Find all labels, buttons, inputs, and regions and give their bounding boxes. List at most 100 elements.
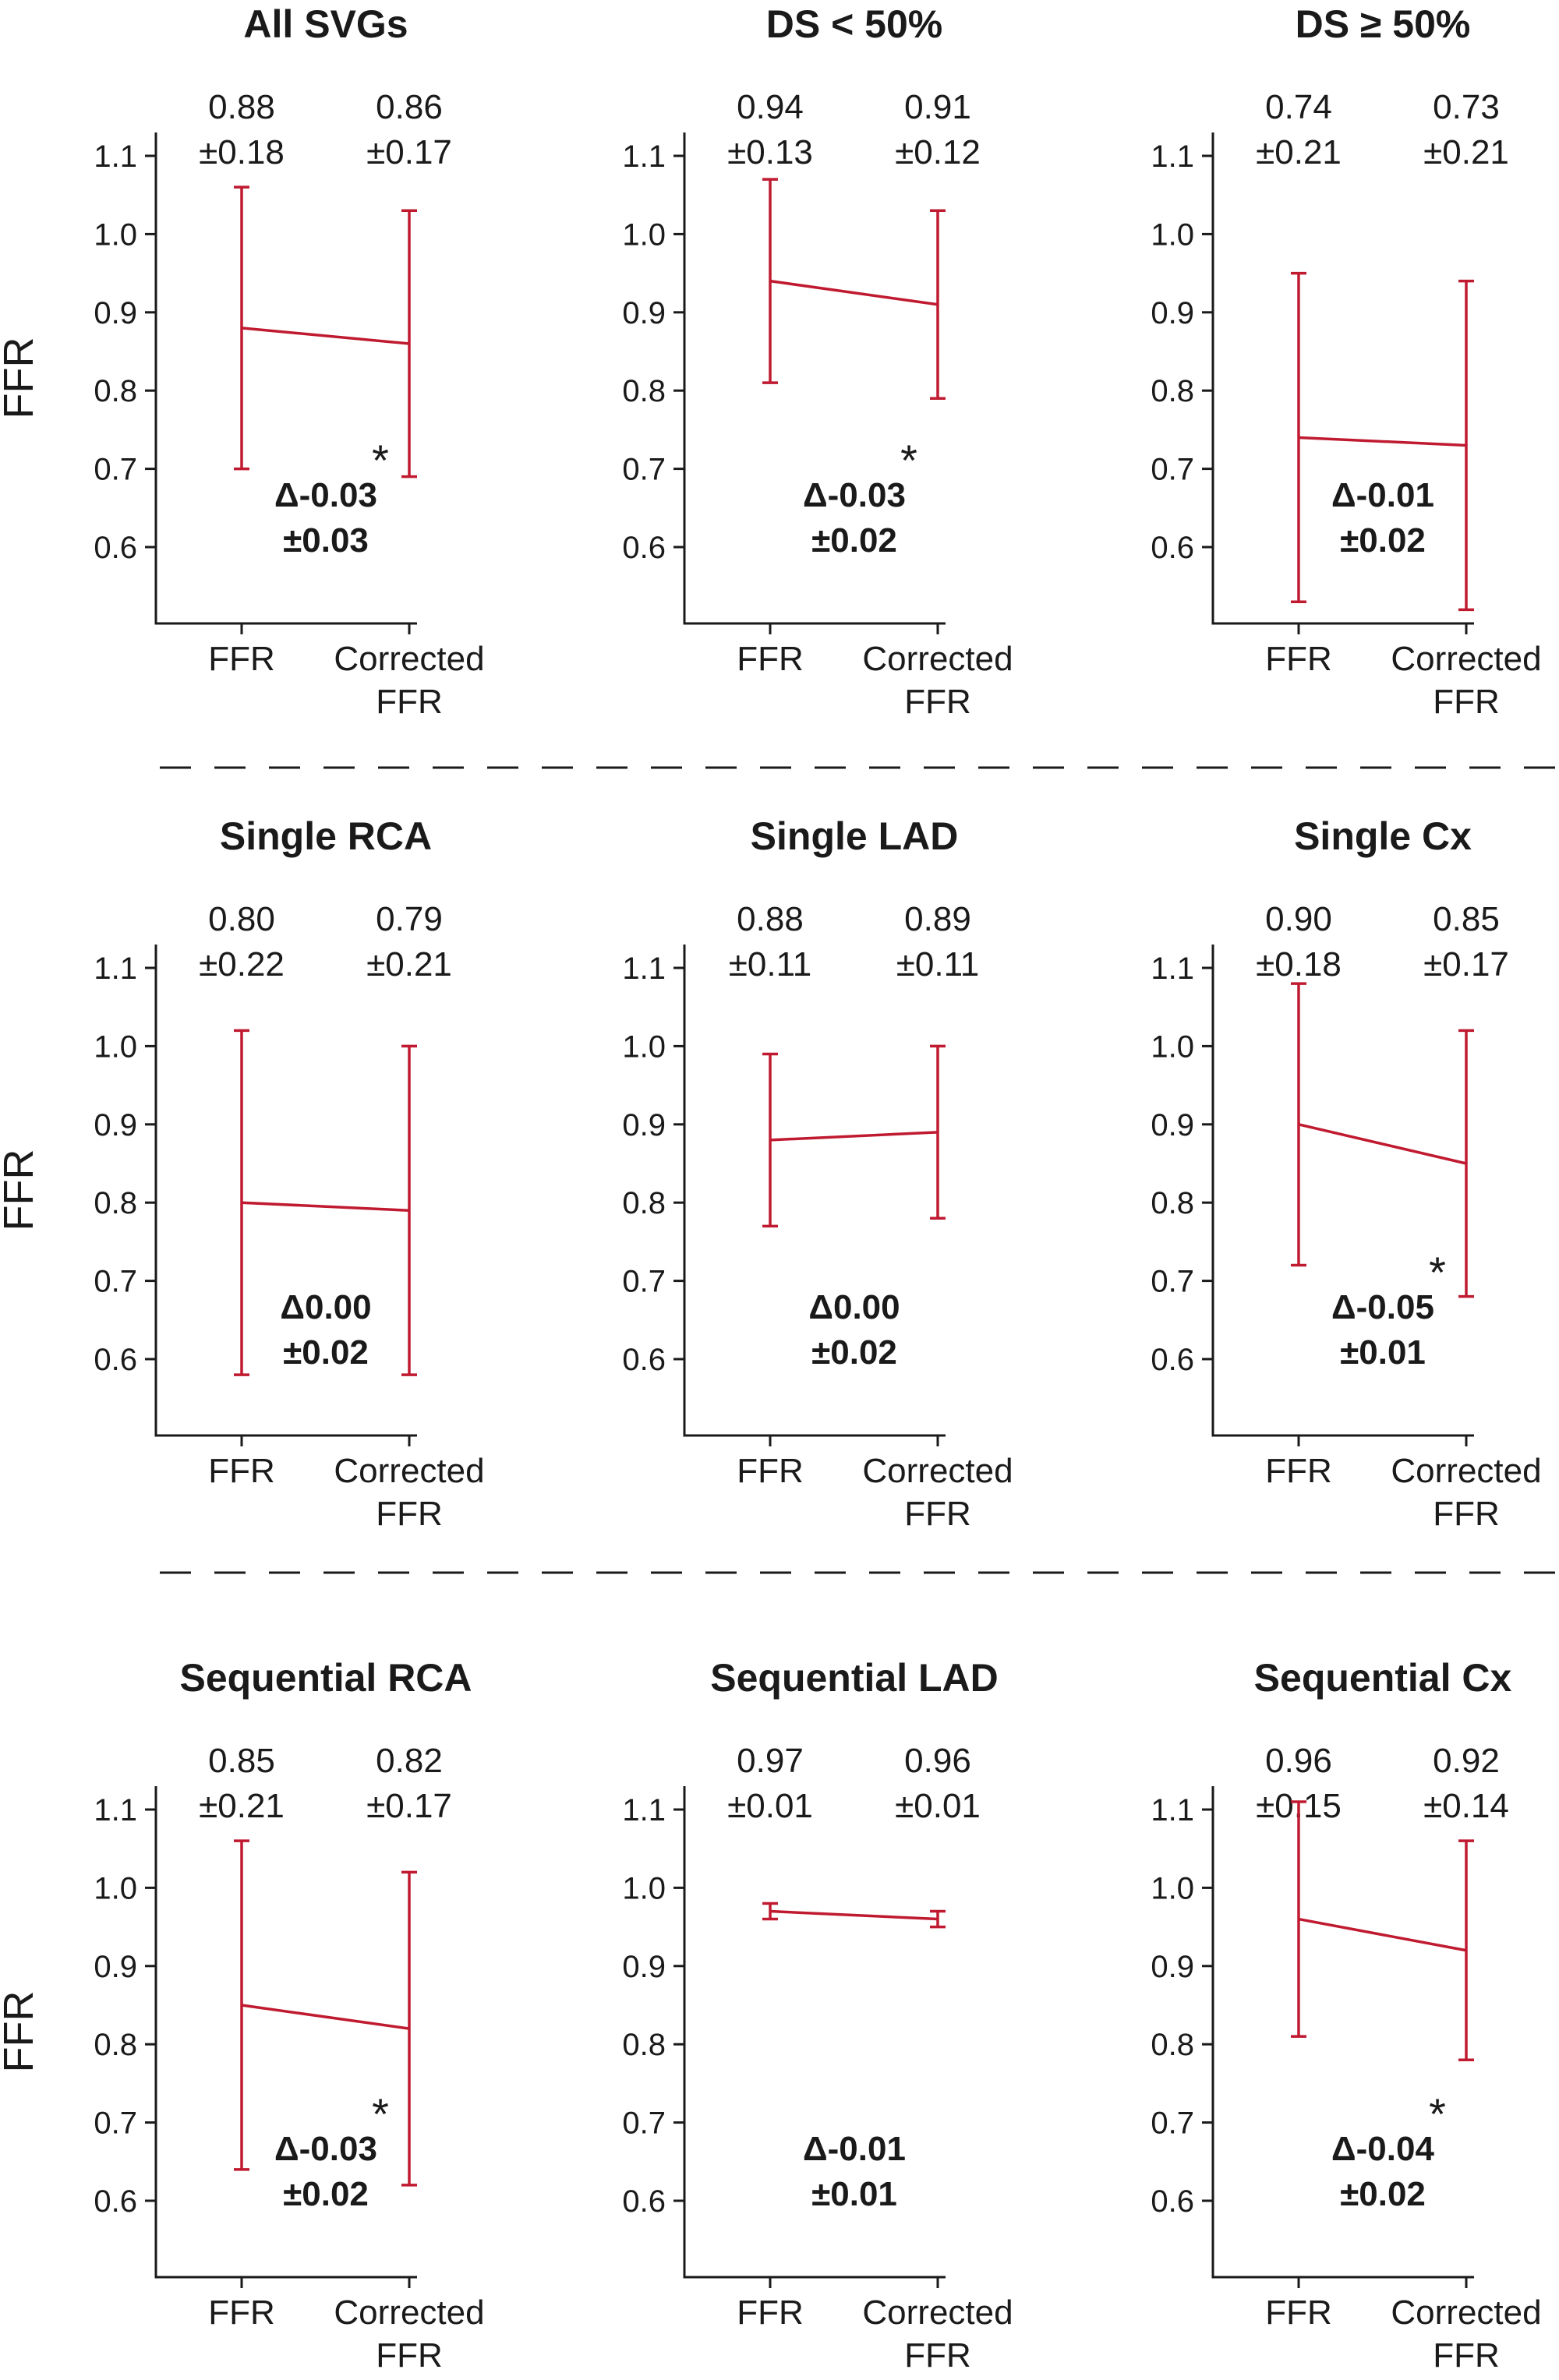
chart-title: Sequential RCA <box>179 1656 472 1700</box>
x-tick-label: Corrected FFR <box>334 2293 484 2375</box>
x-tick-label: Corrected FFR <box>862 1452 1013 1533</box>
y-tick-label: 0.6 <box>1151 2184 1194 2219</box>
mean-label: 0.96 <box>904 1742 971 1780</box>
chart-panel: DS < 50% 0.6 0.7 0.8 0.9 1.0 1.1 FFR Corrected FF… <box>622 2 1013 721</box>
x-tick-label-line: Corrected <box>334 2293 484 2332</box>
mean-label: 0.85 <box>208 1742 275 1780</box>
y-tick-label: 1.1 <box>622 139 666 174</box>
mean-line <box>1298 1917 1467 1952</box>
y-tick-label: 0.9 <box>1151 296 1194 330</box>
y-axis-label: FFR <box>0 1149 42 1231</box>
y-tick-label: 1.1 <box>1151 952 1194 986</box>
delta-label: Δ0.00 <box>280 1288 371 1326</box>
delta-sd-label: ±0.02 <box>283 2175 369 2213</box>
y-tick-label: 0.6 <box>622 2184 666 2219</box>
sd-label: ±0.18 <box>1256 945 1342 983</box>
x-tick-label: FFR <box>737 1452 804 1490</box>
x-tick-label-line: FFR <box>376 1495 443 1533</box>
mean-line <box>769 1909 939 1921</box>
y-tick-label: 0.8 <box>94 1186 137 1220</box>
y-tick-label: 1.0 <box>1151 217 1194 252</box>
x-tick-label-line: FFR <box>904 2336 971 2375</box>
mean-label: 0.79 <box>376 900 443 938</box>
y-tick-label: 0.7 <box>622 2106 666 2141</box>
y-tick-label: 0.7 <box>622 453 666 487</box>
y-tick-label: 1.0 <box>94 1029 137 1064</box>
mean-label: 0.90 <box>1265 900 1332 938</box>
x-tick-label: Corrected FFR <box>334 1452 484 1533</box>
delta-label: Δ0.00 <box>808 1288 900 1326</box>
y-tick-label: 1.1 <box>94 1793 137 1827</box>
y-tick-label: 1.0 <box>622 1871 666 1905</box>
sd-label: ±0.21 <box>1256 133 1342 171</box>
mean-label: 0.86 <box>376 88 443 126</box>
sd-label: ±0.11 <box>729 945 812 983</box>
y-tick-label: 0.8 <box>1151 2028 1194 2062</box>
sd-label: ±0.17 <box>366 1787 452 1825</box>
chart-title: Single Cx <box>1294 814 1472 858</box>
y-tick-label: 0.8 <box>94 374 137 408</box>
y-tick-label: 0.7 <box>1151 453 1194 487</box>
x-tick-label-line: Corrected <box>334 640 484 678</box>
y-tick-label: 0.6 <box>94 531 137 565</box>
x-tick-label-line: Corrected <box>334 1452 484 1490</box>
significance-star: * <box>372 2089 389 2138</box>
sd-label: ±0.14 <box>1423 1787 1509 1825</box>
mean-line <box>769 1131 939 1142</box>
chart-title: Sequential Cx <box>1254 1656 1512 1700</box>
y-tick-label: 0.9 <box>94 1108 137 1142</box>
chart-title: Sequential LAD <box>710 1656 998 1700</box>
y-tick-label: 0.8 <box>622 1186 666 1220</box>
mean-label: 0.82 <box>376 1742 443 1780</box>
delta-sd-label: ±0.03 <box>283 521 369 560</box>
y-tick-label: 0.7 <box>94 2106 137 2141</box>
y-tick-label: 1.1 <box>94 139 137 174</box>
delta-sd-label: ±0.01 <box>811 2175 897 2213</box>
mean-label: 0.97 <box>737 1742 804 1780</box>
chart-panel: Single Cx 0.6 0.7 0.8 0.9 1.0 1.1 FFR Corrected F… <box>1151 814 1541 1533</box>
sd-label: ±0.12 <box>895 133 981 171</box>
mean-label: 0.80 <box>208 900 275 938</box>
delta-sd-label: ±0.02 <box>283 1333 369 1372</box>
x-tick-label-line: FFR <box>1433 1495 1500 1533</box>
delta-label: Δ-0.05 <box>1331 1288 1434 1326</box>
chart-title: Single LAD <box>751 814 959 858</box>
y-tick-label: 1.0 <box>94 217 137 252</box>
y-axis-label: FFR <box>0 337 42 419</box>
delta-label: Δ-0.03 <box>274 2130 377 2168</box>
y-tick-label: 0.6 <box>94 1343 137 1377</box>
y-tick-label: 0.6 <box>622 1343 666 1377</box>
y-tick-label: 0.6 <box>622 531 666 565</box>
x-tick-label-line: Corrected <box>1391 2293 1541 2332</box>
mean-label: 0.88 <box>737 900 804 938</box>
significance-star: * <box>1429 2089 1446 2138</box>
chart-panel: DS ≥ 50% 0.6 0.7 0.8 0.9 1.0 1.1 FFR Corrected FF… <box>1151 2 1541 721</box>
x-tick-label: FFR <box>208 640 275 678</box>
mean-line <box>1298 436 1467 447</box>
significance-star: * <box>372 436 389 485</box>
significance-star: * <box>1429 1248 1446 1297</box>
x-tick-label-line: FFR <box>904 1495 971 1533</box>
y-tick-label: 0.9 <box>1151 1108 1194 1142</box>
sd-label: ±0.18 <box>199 133 285 171</box>
delta-sd-label: ±0.02 <box>1340 2175 1426 2213</box>
y-tick-label: 1.1 <box>622 1793 666 1827</box>
sd-label: ±0.17 <box>1423 945 1509 983</box>
y-tick-label: 0.8 <box>622 2028 666 2062</box>
delta-label: Δ-0.01 <box>1331 476 1434 514</box>
y-tick-label: 1.1 <box>1151 1793 1194 1827</box>
y-tick-label: 1.0 <box>622 217 666 252</box>
sd-label: ±0.01 <box>895 1787 981 1825</box>
y-tick-label: 0.7 <box>94 1265 137 1299</box>
y-tick-label: 0.9 <box>622 1108 666 1142</box>
sd-label: ±0.17 <box>366 133 452 171</box>
y-tick-label: 1.0 <box>94 1871 137 1905</box>
mean-label: 0.92 <box>1433 1742 1500 1780</box>
y-tick-label: 1.0 <box>1151 1029 1194 1064</box>
mean-label: 0.73 <box>1433 88 1500 126</box>
